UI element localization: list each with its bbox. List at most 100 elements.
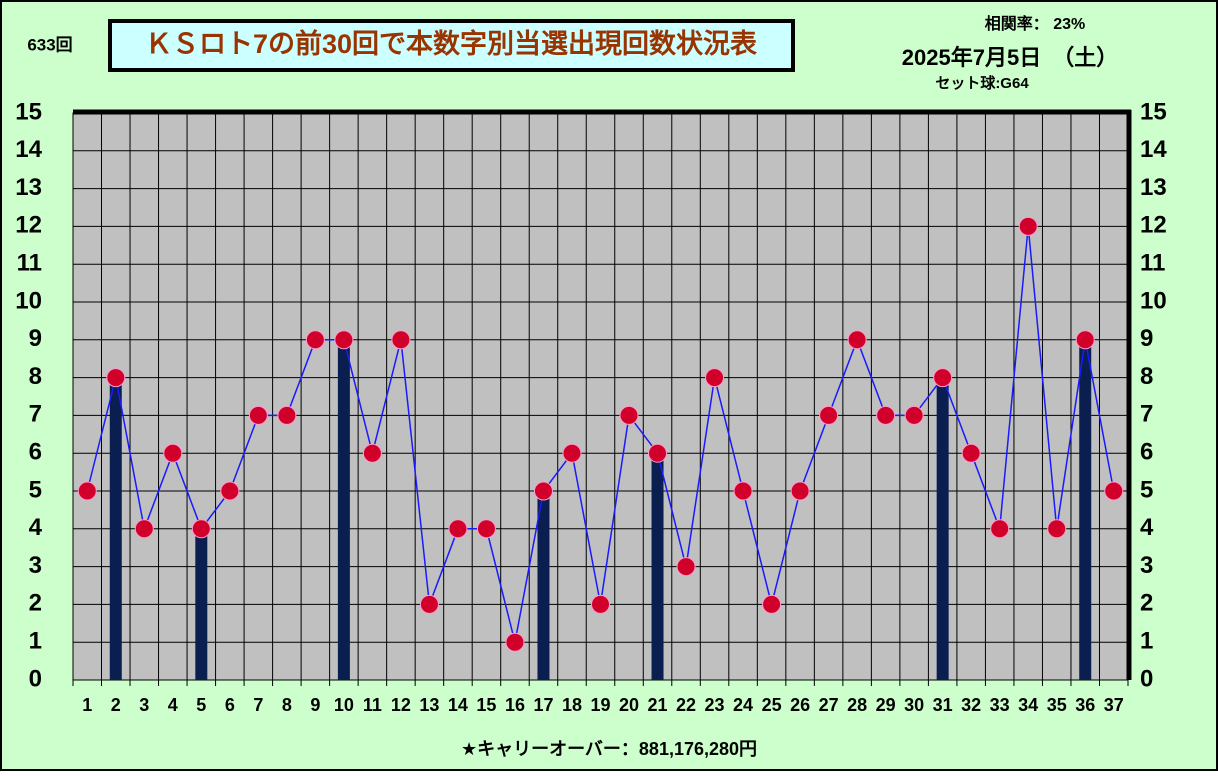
y-tick-label-right: 1: [1140, 628, 1153, 655]
y-tick-label-right: 2: [1140, 590, 1153, 617]
x-tick-label: 23: [705, 695, 725, 715]
y-tick-label: 14: [15, 136, 42, 163]
y-tick-label-right: 0: [1140, 665, 1153, 692]
y-tick-label: 4: [29, 514, 43, 541]
marker: [1075, 330, 1095, 350]
y-tick-label-right: 15: [1140, 98, 1167, 125]
marker: [933, 368, 953, 388]
x-tick-label: 35: [1047, 695, 1067, 715]
y-tick-label-right: 14: [1140, 136, 1167, 163]
y-tick-label: 5: [29, 476, 42, 503]
y-tick-label: 1: [29, 628, 42, 655]
x-tick-label: 25: [762, 695, 782, 715]
y-tick-label-right: 12: [1140, 212, 1167, 239]
marker: [591, 594, 610, 614]
marker: [904, 405, 924, 425]
x-tick-label: 27: [819, 695, 839, 715]
x-tick-label: 29: [876, 695, 896, 715]
marker: [733, 481, 753, 501]
x-tick-label: 12: [391, 695, 411, 715]
x-tick-label: 21: [648, 695, 668, 715]
marker: [1047, 519, 1067, 539]
marker: [505, 632, 525, 652]
marker: [305, 330, 325, 350]
x-tick-label: 4: [168, 695, 178, 715]
marker: [220, 481, 240, 501]
y-tick-label: 10: [15, 287, 42, 314]
marker: [362, 443, 382, 463]
marker: [1104, 481, 1124, 501]
bar: [537, 491, 550, 680]
y-tick-label-right: 6: [1140, 439, 1153, 466]
x-tick-label: 8: [282, 695, 292, 715]
footer: ★キャリーオーバー：881,176,280円: [461, 739, 757, 759]
y-tick-label: 13: [15, 174, 42, 201]
y-tick-label: 9: [29, 325, 42, 352]
x-tick-label: 30: [904, 695, 924, 715]
marker: [448, 519, 468, 539]
x-tick-label: 1: [82, 695, 92, 715]
x-tick-label: 10: [334, 695, 354, 715]
marker: [990, 519, 1010, 539]
bar: [195, 528, 208, 680]
x-tick-label: 5: [196, 695, 206, 715]
marker: [191, 519, 211, 539]
y-tick-label: 0: [29, 665, 42, 692]
marker: [847, 330, 867, 350]
x-tick-label: 9: [310, 695, 320, 715]
marker: [248, 405, 268, 425]
x-tick-label: 2: [111, 695, 121, 715]
y-tick-label-right: 4: [1140, 514, 1154, 541]
x-tick-label: 15: [476, 695, 496, 715]
y-tick-label: 11: [17, 250, 42, 277]
y-tick-label-right: 11: [1140, 250, 1165, 277]
x-tick-label: 14: [448, 695, 468, 715]
marker: [334, 330, 354, 350]
marker: [134, 519, 154, 539]
marker: [476, 519, 496, 539]
x-tick-label: 36: [1075, 695, 1095, 715]
marker: [391, 330, 411, 350]
x-tick-label: 13: [419, 695, 439, 715]
x-tick-label: 28: [847, 695, 867, 715]
marker: [876, 405, 896, 425]
y-tick-label-right: 13: [1140, 174, 1167, 201]
set-ball: セット球:G64: [935, 74, 1029, 92]
marker: [277, 405, 297, 425]
x-tick-label: 22: [676, 695, 696, 715]
marker: [1018, 216, 1038, 236]
marker: [648, 443, 668, 463]
marker: [819, 405, 839, 425]
y-tick-label: 6: [29, 439, 42, 466]
y-tick-label-right: 8: [1140, 363, 1153, 390]
x-tick-label: 26: [790, 695, 810, 715]
marker: [762, 594, 782, 614]
marker: [106, 368, 126, 388]
bar: [936, 377, 949, 680]
x-tick-label: 3: [139, 695, 149, 715]
marker: [77, 481, 97, 501]
marker: [961, 443, 981, 463]
marker: [419, 594, 439, 614]
x-tick-label: 7: [253, 695, 263, 715]
date: 2025年7月5日 （土）: [902, 45, 1118, 70]
marker: [676, 557, 696, 577]
x-tick-label: 18: [562, 695, 582, 715]
marker: [790, 481, 810, 501]
x-tick-label: 33: [990, 695, 1010, 715]
title-box: [108, 19, 795, 72]
y-tick-label: 7: [29, 401, 42, 428]
marker: [705, 368, 725, 388]
bar: [109, 377, 122, 680]
x-tick-label: 34: [1018, 695, 1038, 715]
bar: [337, 339, 350, 680]
y-tick-label: 3: [29, 552, 42, 579]
x-tick-label: 24: [733, 695, 753, 715]
y-tick-label-right: 3: [1140, 552, 1153, 579]
y-tick-label: 15: [15, 98, 42, 125]
marker: [533, 481, 553, 501]
round-label: 633回: [27, 35, 72, 54]
correlation: 相関率： 23%: [985, 14, 1085, 33]
y-tick-label: 8: [29, 363, 42, 390]
